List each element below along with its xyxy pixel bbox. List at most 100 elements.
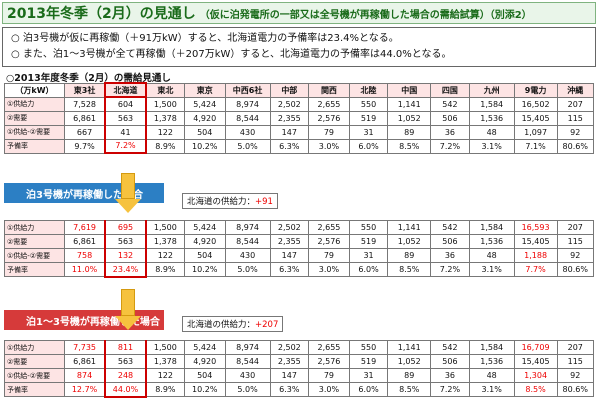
table-cell: 207 (556, 220, 594, 235)
table-cell: 6.3% (269, 382, 310, 397)
table-cell: 207 (556, 340, 594, 355)
table-cell: 31 (348, 124, 389, 140)
table-cell: 122 (145, 248, 185, 263)
table-cell: 1,500 (145, 96, 185, 112)
table-cell: 5,424 (183, 96, 226, 112)
table-cell: 23.4% (104, 262, 147, 278)
table-cell: 1,500 (145, 340, 185, 355)
table-cell: 15,405 (513, 354, 558, 369)
table-cell: 3.0% (308, 262, 350, 277)
table-cell: 3.1% (468, 382, 515, 397)
table-cell: 506 (430, 110, 470, 126)
table-cell: 31 (348, 368, 389, 383)
table-cell: 147 (269, 248, 310, 263)
table-cell: 8,974 (224, 96, 271, 112)
table-cell: 1,097 (513, 124, 558, 140)
column-header: 四国 (430, 82, 470, 98)
table-cell: 2,655 (308, 340, 350, 355)
table-cell: 1,378 (145, 234, 185, 249)
supply-note: 北海道の供給力：+207 (182, 316, 284, 332)
table-cell: 1,584 (468, 340, 515, 355)
table-cell: 122 (145, 368, 185, 383)
table-cell: 2,576 (308, 354, 350, 369)
table-cell: 506 (430, 354, 470, 369)
table-cell: 147 (269, 368, 310, 383)
table-cell: 115 (556, 234, 594, 249)
table-cell: 550 (348, 340, 389, 355)
row-label: ①供給力 (4, 340, 65, 355)
table-cell: 5.0% (224, 382, 271, 397)
table-cell: 2,355 (269, 354, 310, 369)
column-header: 東京 (183, 82, 226, 98)
table-row: ①供給力 7,619 695 1,500 5,424 8,974 2,502 2,655 550… (4, 220, 594, 235)
table-cell: 89 (387, 368, 432, 383)
table-cell: 8,544 (224, 110, 271, 126)
table-cell: 430 (224, 368, 271, 383)
table-cell: 11.0% (63, 262, 106, 277)
table-cell: 2,355 (269, 234, 310, 249)
table-cell: 10.2% (183, 138, 226, 154)
column-header: 北海道 (104, 82, 147, 98)
table-cell: 1,188 (513, 248, 558, 263)
table-cell: 2,502 (269, 340, 310, 355)
table-cell: 92 (556, 368, 594, 383)
table-cell: 89 (387, 248, 432, 263)
table-cell: 2,502 (269, 96, 310, 112)
table-cell: 207 (556, 96, 594, 112)
table-cell: 79 (308, 124, 350, 140)
table-cell: 92 (556, 248, 594, 263)
table-cell: 10.2% (183, 262, 226, 277)
table-cell: 36 (430, 248, 470, 263)
table-cell: 3.1% (468, 262, 515, 277)
table-cell: 115 (556, 354, 594, 369)
table-cell: 6,861 (63, 234, 106, 249)
table-cell: 563 (104, 354, 147, 369)
table-cell: 6.3% (269, 138, 310, 154)
table-cell: 758 (63, 248, 106, 263)
table-cell: 504 (183, 248, 226, 263)
table-cell: 1,378 (145, 110, 185, 126)
column-header: 中国 (387, 82, 432, 98)
table-cell: 5.0% (224, 262, 271, 277)
table-row: 予備率 9.7% 7.2% 8.9% 10.2% 5.0% 6.3% 3.0% 6.0% 8.5%… (4, 138, 594, 154)
table-cell: 2,655 (308, 220, 350, 235)
table-cell: 122 (145, 124, 185, 140)
table-cell: 36 (430, 368, 470, 383)
table-cell: 3.0% (308, 382, 350, 397)
section-heading: ○2013年度冬季（2月）の需給見通し (6, 73, 171, 84)
forecast-table-reactor3: ①供給力 7,619 695 1,500 5,424 8,974 2,502 2,655 550… (4, 220, 594, 278)
table-cell: 80.6% (556, 138, 594, 154)
table-cell: 1,141 (387, 220, 432, 235)
scenario-band-reactor3: 泊3号機が再稼働した場合 (4, 183, 594, 203)
column-header: 東北 (145, 82, 185, 98)
arrow-shaft (121, 289, 135, 316)
table-cell: 1,052 (387, 354, 432, 369)
table-cell: 7,619 (63, 220, 106, 235)
table-cell: 48 (468, 124, 515, 140)
table-cell: 44.0% (104, 382, 147, 398)
table-cell: 16,502 (513, 96, 558, 112)
row-label: 予備率 (4, 382, 65, 397)
page-title: 2013年冬季（2月）の見通し (7, 6, 196, 22)
table-cell: 132 (104, 248, 147, 263)
down-arrow-icon (115, 199, 141, 213)
table-cell: 80.6% (556, 382, 594, 397)
scenario-band-reactors1-3: 泊1～3号機が再稼働した場合 (4, 310, 594, 330)
page-subtitle: （仮に泊発電所の一部又は全号機が再稼働した場合の需給試算）（別添2） (199, 9, 532, 21)
table-cell: 7,528 (63, 96, 106, 112)
row-label: ①供給-②需要 (4, 124, 65, 140)
table-header-row: （万kW） 東3社 北海道 東北 東京 中西6社 中部 関西 北陸 中国 四国 九州 9電力 沖縄 (4, 82, 594, 98)
table-cell: 41 (104, 124, 147, 140)
table-row: ①供給-②需要 667 41 122 504 430 147 79 31 89 36 48 1,097 9… (4, 124, 594, 140)
column-header: 沖縄 (556, 82, 594, 98)
table-cell: 8,544 (224, 354, 271, 369)
table-cell: 7.1% (513, 138, 558, 154)
column-header: （万kW） (4, 82, 65, 98)
table-cell: 8.5% (387, 138, 432, 154)
table-row: ②需要 6,861 563 1,378 4,920 8,544 2,355 2,576 519 1… (4, 110, 594, 126)
table-cell: 1,052 (387, 234, 432, 249)
table-cell: 8,544 (224, 234, 271, 249)
supply-note: 北海道の供給力：+91 (182, 193, 278, 209)
table-cell: 2,576 (308, 110, 350, 126)
table-cell: 8.5% (387, 382, 432, 397)
